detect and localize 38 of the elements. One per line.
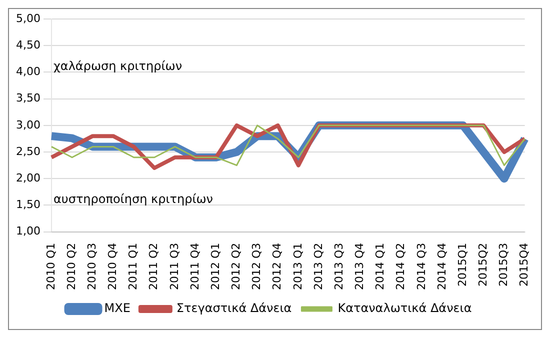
annotation: αυστηροποίηση κριτηρίων xyxy=(53,192,214,206)
x-tick-label: 2010 Q4 xyxy=(106,242,120,290)
x-tick-label: 2012 Q4 xyxy=(270,242,284,290)
x-tick-label: 2010 Q3 xyxy=(86,242,99,290)
x-tick-label: 2014 Q3 xyxy=(414,242,428,290)
x-tick-label: 2013 Q2 xyxy=(312,242,325,290)
x-tick-label: 2015Q1 xyxy=(456,242,469,287)
x-tick-label: 2014 Q2 xyxy=(394,242,408,290)
y-tick-label: 4,00 xyxy=(16,65,40,78)
y-tick-label: 3,50 xyxy=(16,92,40,105)
x-tick-label: 2011 Q1 xyxy=(126,242,140,290)
x-tick-label: 2012 Q1 xyxy=(208,242,222,290)
y-tick-label: 4,50 xyxy=(16,38,40,52)
x-tick-label: 2013 Q3 xyxy=(332,242,346,290)
x-tick-label: 2011 Q3 xyxy=(168,242,181,290)
x-tick-label: 2010 Q1 xyxy=(44,242,58,290)
y-tick-label: 5,00 xyxy=(16,12,40,25)
x-tick-label: 2015Q2 xyxy=(476,242,490,287)
y-tick-label: 1,50 xyxy=(16,198,40,212)
y-tick-label: 2,50 xyxy=(16,144,40,158)
y-tick-label: 3,00 xyxy=(16,118,40,132)
x-tick-label: 2014 Q4 xyxy=(435,242,448,290)
legend-label: Στεγαστικά Δάνεια xyxy=(176,301,292,316)
annotation: χαλάρωση κριτηρίων xyxy=(53,59,182,74)
legend-label: ΜΧΕ xyxy=(104,301,130,316)
y-tick-label: 1,00 xyxy=(16,224,40,238)
x-tick-label: 2013 Q4 xyxy=(353,242,366,290)
x-tick-label: 2013 Q1 xyxy=(291,242,304,290)
x-tick-label: 2011 Q4 xyxy=(188,242,202,290)
x-tick-label: 2014 Q1 xyxy=(374,242,387,290)
x-tick-label: 2012 Q3 xyxy=(250,242,264,290)
y-tick-label: 2,00 xyxy=(16,172,40,184)
x-tick-label: 2010 Q2 xyxy=(64,242,78,290)
x-tick-label: 2015Q4 xyxy=(518,242,531,287)
legend-label: Καταναλωτικά Δάνεια xyxy=(338,301,472,316)
x-tick-label: 2011 Q2 xyxy=(147,242,160,290)
x-tick-label: 2012 Q2 xyxy=(230,242,243,290)
x-tick-label: 2015Q3 xyxy=(497,242,510,287)
